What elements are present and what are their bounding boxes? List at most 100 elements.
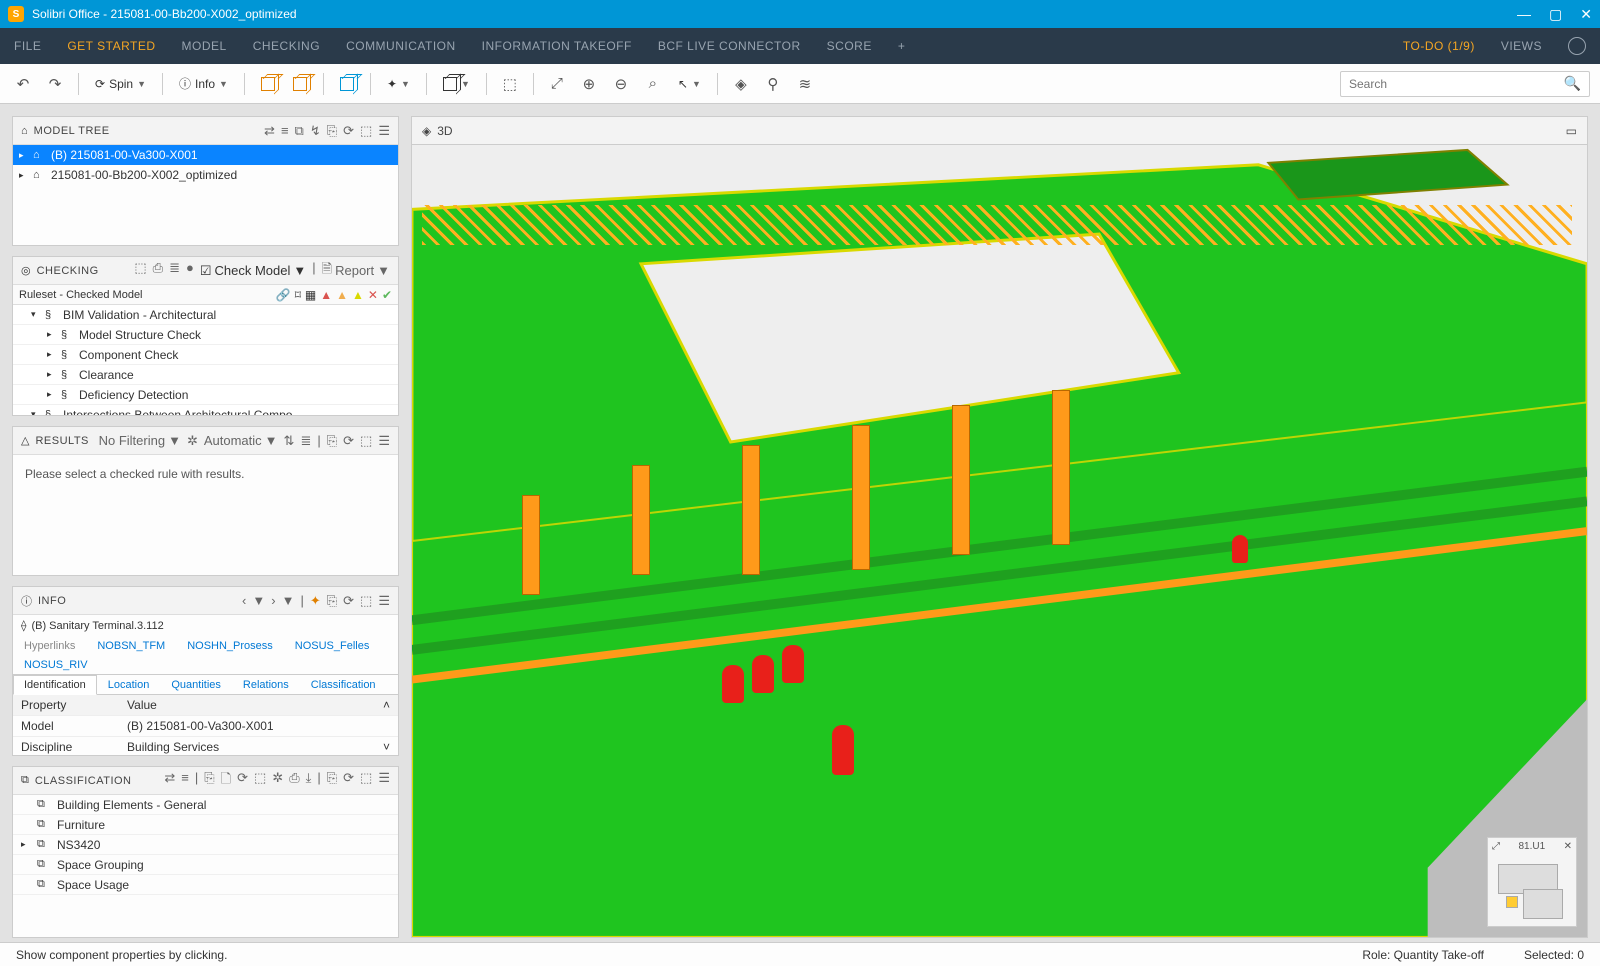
- classification-row[interactable]: ⧉Space Usage: [13, 875, 398, 895]
- rs-gear-icon[interactable]: ✲: [187, 433, 198, 449]
- info-tab-noshn_prosess[interactable]: NOSHN_Prosess: [176, 636, 284, 655]
- mt-tool2-icon[interactable]: ≡: [281, 123, 289, 139]
- auto-dropdown[interactable]: Automatic ▼: [204, 433, 278, 449]
- cube2-icon[interactable]: [287, 71, 313, 97]
- info-tool3-icon[interactable]: ⬚: [360, 593, 372, 609]
- cl-tool8-icon[interactable]: ⎙: [289, 770, 299, 792]
- info-dropdown[interactable]: ⓘInfo▼: [173, 71, 234, 97]
- checking-rule-row[interactable]: ▸§Clearance: [13, 365, 398, 385]
- menu-communication[interactable]: COMMUNICATION: [346, 39, 456, 53]
- prop-scroll-up[interactable]: ˄: [375, 695, 398, 716]
- mt-tool1-icon[interactable]: ⇄: [264, 123, 275, 139]
- menu-model[interactable]: MODEL: [182, 39, 227, 53]
- info-property-row[interactable]: Model(B) 215081-00-Va300-X001: [13, 716, 398, 737]
- 3d-viewport[interactable]: ⤢ 81.U1 ✕: [411, 144, 1588, 938]
- cl-tool6-icon[interactable]: ⬚: [254, 770, 266, 792]
- cl-tool7-icon[interactable]: ✲: [272, 770, 283, 792]
- cl-tool13-icon[interactable]: ☰: [378, 770, 390, 792]
- ck-grid-icon[interactable]: ▦: [305, 288, 316, 302]
- rs-tool1-icon[interactable]: ⇅: [284, 433, 295, 449]
- classification-row[interactable]: ▸⧉NS3420: [13, 835, 398, 855]
- info-tab-identification[interactable]: Identification: [13, 675, 97, 695]
- ck-tool3-icon[interactable]: ≣: [169, 260, 180, 282]
- zoom-area-icon[interactable]: ⌕: [640, 71, 666, 97]
- info-tab-nosus_felles[interactable]: NOSUS_Felles: [284, 636, 381, 655]
- search-input[interactable]: [1349, 77, 1564, 91]
- info-tab-nosus_riv[interactable]: NOSUS_RIV: [13, 655, 99, 674]
- box-icon[interactable]: ⬚: [497, 71, 523, 97]
- cube3-dropdown[interactable]: ▼: [437, 71, 476, 97]
- cl-tool12-icon[interactable]: ⬚: [360, 770, 372, 792]
- layers1-icon[interactable]: ◈: [728, 71, 754, 97]
- settings-icon[interactable]: [1568, 37, 1586, 55]
- info-tool1-icon[interactable]: ⎘: [327, 593, 337, 609]
- zoom-in-icon[interactable]: ⊕: [576, 71, 602, 97]
- filter-dropdown[interactable]: No Filtering ▼: [99, 433, 181, 449]
- ck-sev-low-icon[interactable]: ▲: [352, 288, 364, 302]
- redo-icon[interactable]: ↷: [42, 71, 68, 97]
- info-tab-classification[interactable]: Classification: [300, 675, 387, 694]
- checking-rule-row[interactable]: ▾§Intersections Between Architectural Co…: [13, 405, 398, 415]
- cl-tool10-icon[interactable]: ⎘: [327, 770, 337, 792]
- menu-checking[interactable]: CHECKING: [253, 39, 320, 53]
- info-tab-quantities[interactable]: Quantities: [160, 675, 232, 694]
- menu-get-started[interactable]: GET STARTED: [67, 39, 155, 53]
- model-tree-item[interactable]: ▸⌂(B) 215081-00-Va300-X001: [13, 145, 398, 165]
- mt-tool5-icon[interactable]: ⎘: [327, 123, 337, 139]
- rs-tool6-icon[interactable]: ☰: [378, 433, 390, 449]
- ck-pass-icon[interactable]: ✔: [382, 288, 392, 302]
- menu-bcf-live-connector[interactable]: BCF LIVE CONNECTOR: [658, 39, 801, 53]
- menu-information-takeoff[interactable]: INFORMATION TAKEOFF: [482, 39, 632, 53]
- search-icon[interactable]: 🔍: [1564, 75, 1581, 92]
- mt-tool4-icon[interactable]: ↯: [310, 123, 321, 139]
- shape1-dropdown[interactable]: ✦▼: [381, 71, 416, 97]
- close-button[interactable]: ✕: [1580, 6, 1592, 23]
- ck-fail-icon[interactable]: ✕: [368, 288, 378, 302]
- mt-tool8-icon[interactable]: ☰: [378, 123, 390, 139]
- zoom-out-icon[interactable]: ⊖: [608, 71, 634, 97]
- classification-row[interactable]: ⧉Furniture: [13, 815, 398, 835]
- menu-score[interactable]: SCORE: [827, 39, 872, 53]
- model-tree-item[interactable]: ▸⌂215081-00-Bb200-X002_optimized: [13, 165, 398, 185]
- search-box[interactable]: 🔍: [1340, 71, 1590, 97]
- info-tab-nobsn_tfm[interactable]: NOBSN_TFM: [86, 636, 176, 655]
- info-tab-location[interactable]: Location: [97, 675, 161, 694]
- cl-tool9-icon[interactable]: ⤓: [306, 770, 312, 792]
- info-tab-relations[interactable]: Relations: [232, 675, 300, 694]
- rs-tool5-icon[interactable]: ⬚: [360, 433, 372, 449]
- classification-row[interactable]: ⧉Building Elements - General: [13, 795, 398, 815]
- checking-rule-row[interactable]: ▸§Deficiency Detection: [13, 385, 398, 405]
- viewport-max-icon[interactable]: ▭: [1566, 124, 1577, 138]
- info-tool2-icon[interactable]: ⟳: [343, 593, 354, 609]
- ck-tag-icon[interactable]: ⌑: [295, 288, 301, 302]
- zoom-extent-icon[interactable]: ⤢: [544, 71, 570, 97]
- info-tool4-icon[interactable]: ☰: [378, 593, 390, 609]
- mt-tool7-icon[interactable]: ⬚: [360, 123, 372, 139]
- info-tab-hyperlinks[interactable]: Hyperlinks: [13, 636, 86, 655]
- cube-blue-icon[interactable]: [334, 71, 360, 97]
- checking-rule-row[interactable]: ▸§Model Structure Check: [13, 325, 398, 345]
- ck-tool2-icon[interactable]: ⎙: [153, 260, 163, 282]
- undo-icon[interactable]: ↶: [10, 71, 36, 97]
- ck-tool1-icon[interactable]: ⬚: [134, 260, 146, 282]
- cl-tool1-icon[interactable]: ⇄: [164, 770, 175, 792]
- cursor-dropdown[interactable]: ↖▼: [672, 71, 707, 97]
- report-button[interactable]: 🗎 Report ▼: [322, 260, 390, 282]
- info-prev-icon[interactable]: ‹: [242, 593, 246, 609]
- mt-tool3-icon[interactable]: ⧉: [295, 123, 304, 139]
- ck-tool4-icon[interactable]: ●: [186, 260, 194, 282]
- minimap-expand-icon[interactable]: ⤢: [1492, 841, 1500, 852]
- maximize-button[interactable]: ▢: [1549, 6, 1562, 23]
- check-model-button[interactable]: ☑ Check Model ▼: [200, 260, 306, 282]
- ck-link-icon[interactable]: 🔗: [276, 288, 291, 302]
- views-button[interactable]: VIEWS: [1501, 39, 1542, 53]
- minimap[interactable]: ⤢ 81.U1 ✕: [1487, 837, 1577, 927]
- checking-rule-row[interactable]: ▾§BIM Validation - Architectural: [13, 305, 398, 325]
- rs-tool4-icon[interactable]: ⟳: [343, 433, 354, 449]
- map-pin-icon[interactable]: ⚲: [760, 71, 786, 97]
- layers2-icon[interactable]: ≋: [792, 71, 818, 97]
- cube1-icon[interactable]: [255, 71, 281, 97]
- cl-tool4-icon[interactable]: 🗋: [221, 770, 231, 792]
- cl-tool5-icon[interactable]: ⟳: [237, 770, 248, 792]
- todo-button[interactable]: TO-DO (1/9): [1403, 39, 1475, 53]
